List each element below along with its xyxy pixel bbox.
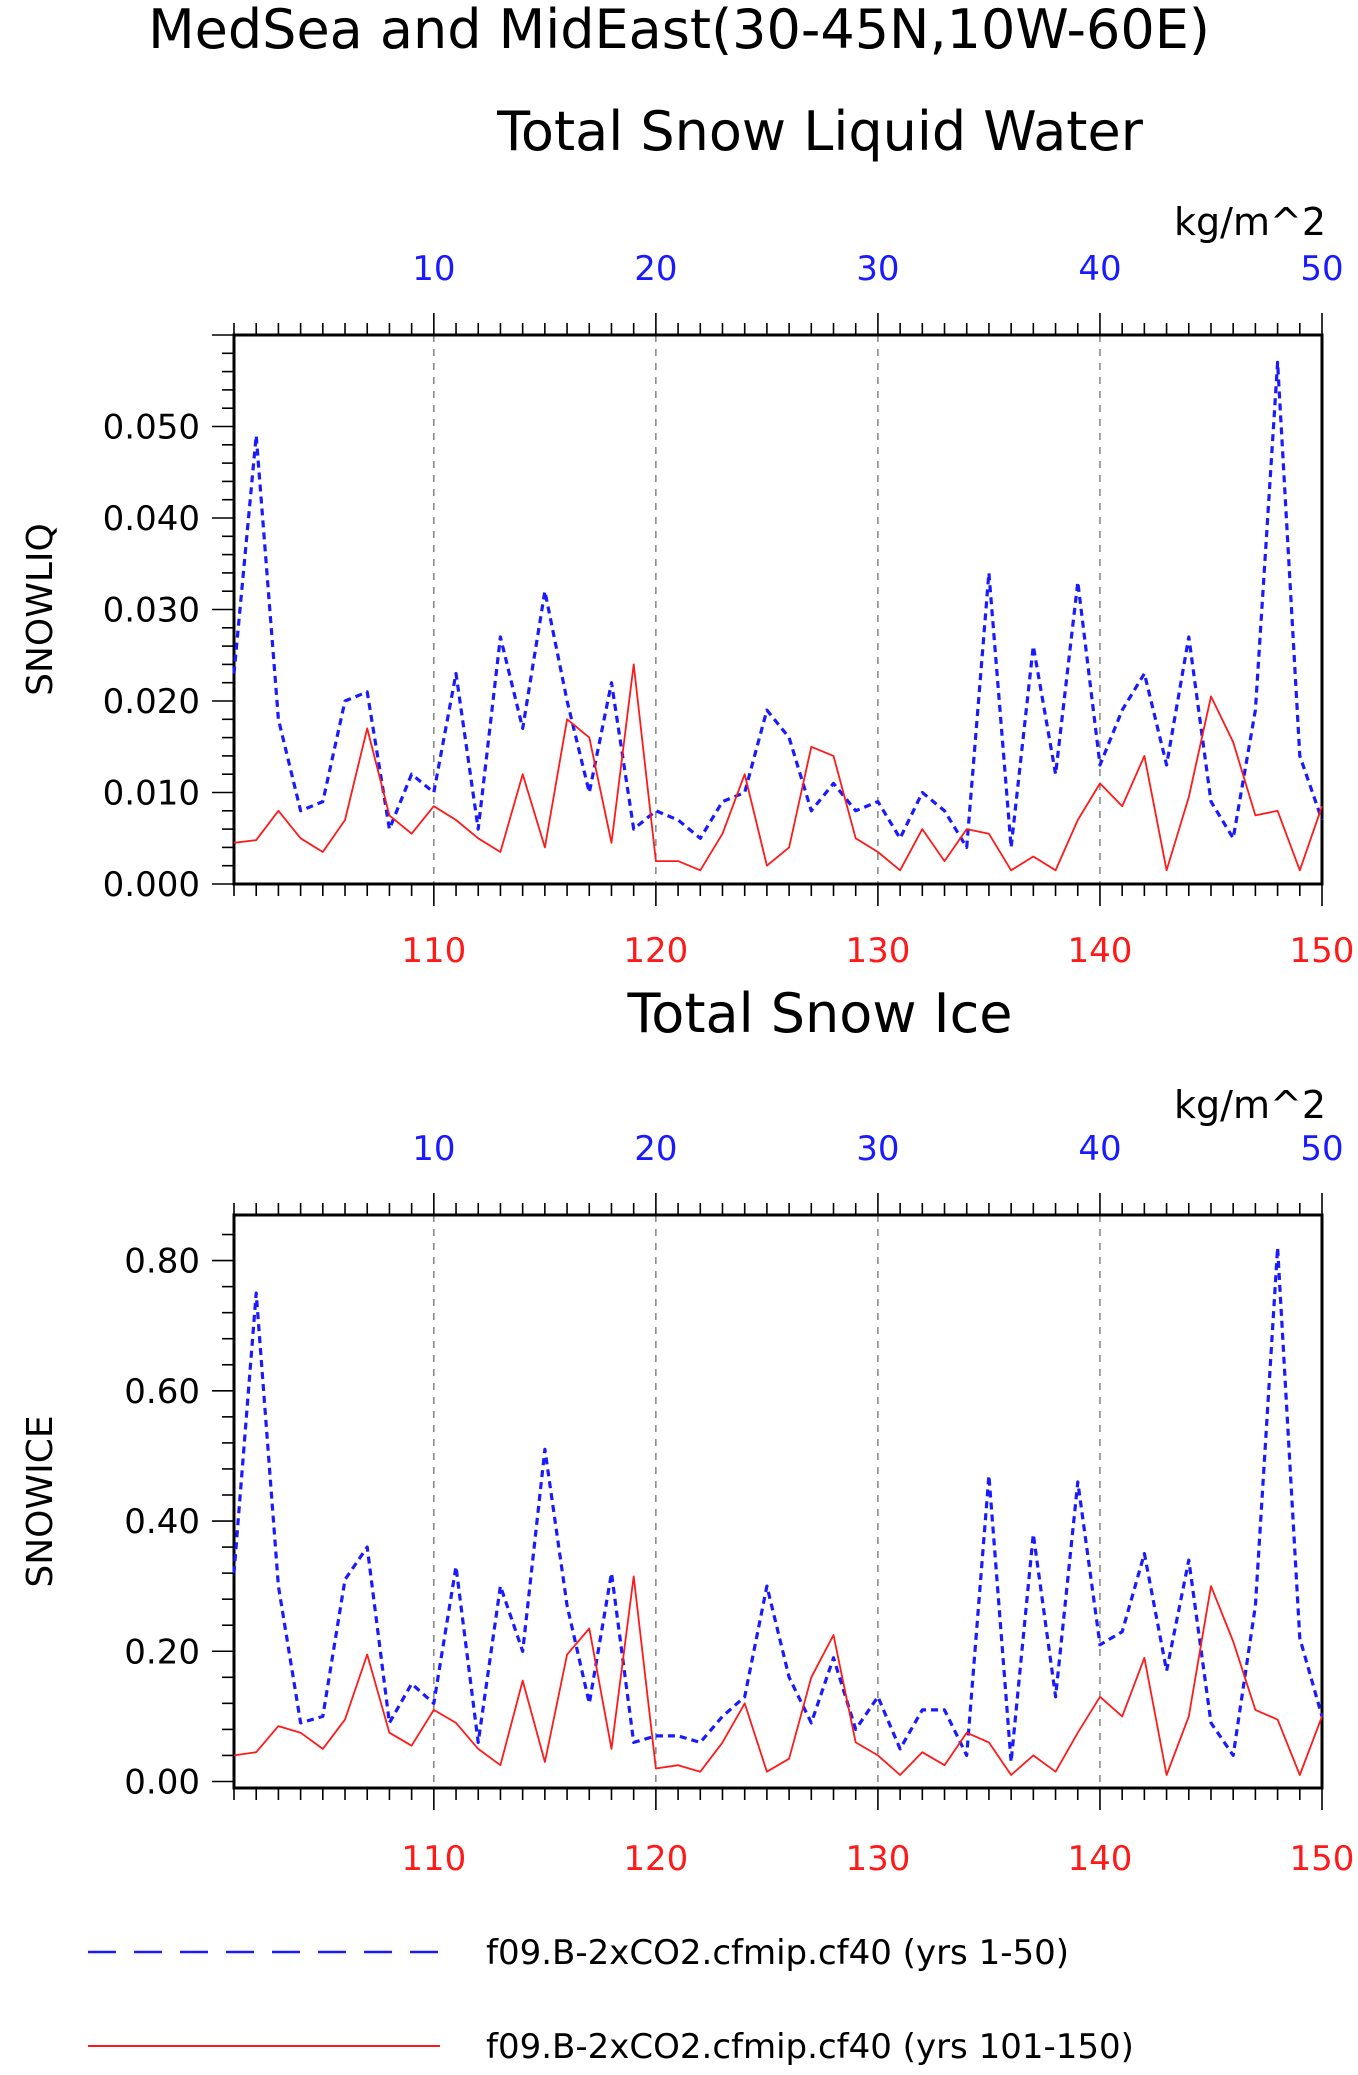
top-tick-label-30: 30 <box>856 1129 899 1169</box>
series-line-yrs-1-50 <box>232 1245 1324 1764</box>
top-tick-label-40: 40 <box>1078 1129 1121 1169</box>
y-tick-label: 0.000 <box>103 865 200 905</box>
bottom-tick-label-130: 130 <box>845 931 910 971</box>
y-tick-label: 0.050 <box>103 408 200 448</box>
series-line-yrs-101-150 <box>233 1575 1323 1776</box>
bottom-tick-label-140: 140 <box>1068 1839 1133 1879</box>
chart-panel-snowice: Total Snow Ice kg/m^2 SNOWICE 10 20 30 40 50 110… <box>20 982 1354 1879</box>
bottom-tick-label-150: 150 <box>1290 931 1355 971</box>
plot-frame <box>232 333 1324 886</box>
top-tick-label-20: 20 <box>634 249 677 289</box>
y-tick-label: 0.80 <box>124 1242 200 1282</box>
chart-panel-snowliq: Total Snow Liquid Water kg/m^2 SNOWLIQ 10 20… <box>20 100 1354 971</box>
top-tick-label-30: 30 <box>856 249 899 289</box>
y-axis-label: SNOWLIQ <box>20 523 61 696</box>
series-line-yrs-1-50 <box>232 360 1324 850</box>
y-tick-label: 0.020 <box>103 682 200 722</box>
bottom-tick-label-150: 150 <box>1290 1839 1355 1879</box>
y-tick-label: 0.20 <box>124 1632 200 1672</box>
legend-label-series-2: f09.B-2xCO2.cfmip.cf40 (yrs 101-150) <box>486 2027 1134 2067</box>
legend-label-series-1: f09.B-2xCO2.cfmip.cf40 (yrs 1-50) <box>486 1933 1069 1973</box>
units-label: kg/m^2 <box>1174 200 1326 244</box>
chart-title: Total Snow Ice <box>627 982 1013 1045</box>
page-title: MedSea and MidEast(30-45N,10W-60E) <box>148 0 1210 61</box>
y-tick-label: 0.010 <box>103 774 200 814</box>
y-tick-label: 0.60 <box>124 1372 200 1412</box>
y-tick-label: 0.00 <box>124 1762 200 1802</box>
y-axis-label: SNOWICE <box>20 1415 61 1587</box>
y-tick-label: 0.030 <box>103 591 200 631</box>
y-tick-label: 0.040 <box>103 499 200 539</box>
y-tick-label: 0.40 <box>124 1502 200 1542</box>
units-label: kg/m^2 <box>1174 1083 1326 1127</box>
top-tick-label-10: 10 <box>412 1129 455 1169</box>
bottom-tick-label-110: 110 <box>401 931 466 971</box>
bottom-tick-label-130: 130 <box>845 1839 910 1879</box>
top-tick-label-50: 50 <box>1300 249 1343 289</box>
chart-title: Total Snow Liquid Water <box>496 100 1144 163</box>
legend: f09.B-2xCO2.cfmip.cf40 (yrs 1-50) f09.B-… <box>88 1933 1134 2067</box>
top-tick-label-10: 10 <box>412 249 455 289</box>
top-tick-label-50: 50 <box>1300 1129 1343 1169</box>
bottom-tick-label-110: 110 <box>401 1839 466 1879</box>
top-tick-label-20: 20 <box>634 1129 677 1169</box>
bottom-tick-label-140: 140 <box>1068 931 1133 971</box>
top-tick-label-40: 40 <box>1078 249 1121 289</box>
series-line-yrs-101-150 <box>233 663 1323 872</box>
bottom-tick-label-120: 120 <box>623 931 688 971</box>
plot-frame <box>232 1213 1324 1790</box>
bottom-tick-label-120: 120 <box>623 1839 688 1879</box>
